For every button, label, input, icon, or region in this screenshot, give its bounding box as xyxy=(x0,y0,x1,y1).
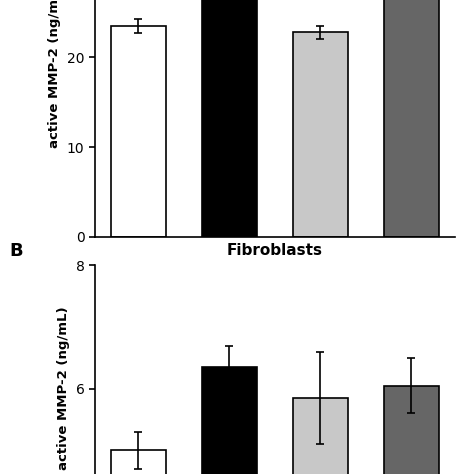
Bar xyxy=(293,398,348,474)
Text: B: B xyxy=(9,242,23,260)
Bar xyxy=(384,386,438,474)
Bar xyxy=(293,32,348,237)
Y-axis label: active MMP-2 (ng/mL): active MMP-2 (ng/mL) xyxy=(57,307,70,471)
Y-axis label: active MMP-2 (ng/mL): active MMP-2 (ng/mL) xyxy=(48,0,61,148)
Bar xyxy=(384,0,438,237)
Bar xyxy=(202,367,257,474)
Bar xyxy=(111,450,166,474)
Bar xyxy=(111,26,166,237)
Bar xyxy=(202,0,257,237)
X-axis label: Fibroblasts: Fibroblasts xyxy=(227,243,323,257)
